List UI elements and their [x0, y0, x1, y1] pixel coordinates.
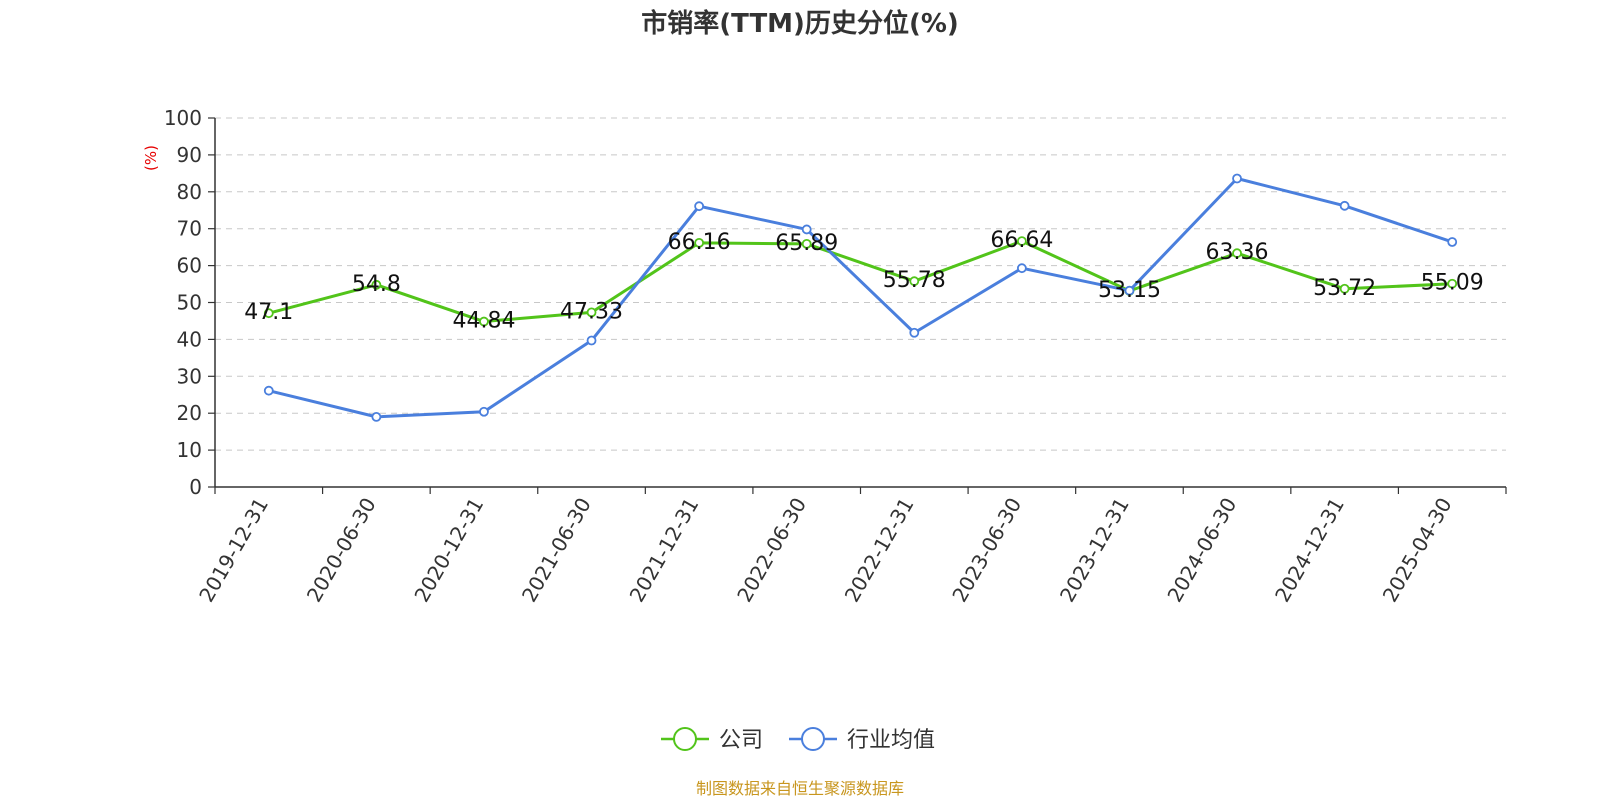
data-label: 55.78: [883, 268, 946, 293]
series-0-point: [371, 279, 382, 290]
y-tick-label: 70: [177, 217, 202, 241]
data-label: 55.09: [1421, 271, 1484, 296]
y-tick-label: 30: [177, 364, 202, 388]
y-tick-label: 40: [177, 327, 202, 351]
series-0-point: [479, 316, 489, 327]
x-tick-label: 2020-12-31: [409, 494, 488, 607]
data-label: 47.33: [560, 299, 623, 324]
series-1-point: [479, 406, 489, 417]
x-tick-label: 2025-04-30: [1378, 494, 1457, 607]
legend: 公司 行业均值: [661, 727, 935, 753]
source-footnote: 制图数据来自恒生聚源数据库: [696, 779, 904, 798]
chart-title: 市销率(TTM)历史分位(%): [641, 8, 959, 39]
x-tick-label: 2023-06-30: [947, 494, 1026, 607]
series-0-point: [1447, 278, 1458, 289]
y-tick-label: 0: [189, 475, 202, 499]
series-1-point: [1447, 237, 1458, 247]
series: [263, 173, 1458, 422]
series-1-point: [909, 327, 920, 338]
y-tick-label: 60: [177, 254, 202, 278]
y-tick-label: 80: [177, 180, 202, 204]
data-label: 53.72: [1313, 276, 1376, 301]
series-0-point: [694, 237, 705, 248]
y-tick-label: 50: [177, 291, 202, 315]
legend-item-1[interactable]: 行业均值: [789, 727, 935, 753]
x-tick-label: 2019-12-31: [194, 494, 273, 607]
data-label: 53.15: [1098, 278, 1161, 303]
y-tick-label: 100: [164, 106, 202, 130]
x-tick-label: 2021-12-31: [625, 494, 704, 607]
legend-label: 行业均值: [847, 728, 935, 753]
x-tick-label: 2023-12-31: [1055, 494, 1134, 607]
series-1-point: [1339, 200, 1350, 211]
x-tick-label: 2021-06-30: [517, 494, 596, 607]
x-tick-label: 2022-12-31: [840, 494, 919, 607]
data-label: 44.84: [452, 309, 515, 334]
series-1-point: [1232, 173, 1242, 184]
series-1-point: [801, 224, 812, 235]
series-0-point: [586, 307, 597, 318]
x-tick-label: 2022-06-30: [732, 494, 811, 607]
series-1-point: [694, 201, 705, 212]
x-tick-label: 2024-12-31: [1270, 494, 1349, 607]
series-0-point: [909, 276, 920, 287]
series-0-point: [1016, 236, 1027, 246]
x-tick-label: 2024-06-30: [1162, 494, 1241, 607]
data-label: 66.64: [990, 228, 1053, 253]
data-label: 63.36: [1206, 240, 1269, 265]
y-tick-label: 90: [177, 143, 202, 167]
y-tick-label: 10: [177, 438, 202, 462]
series-1-point: [1124, 285, 1135, 296]
series-line-1: [268, 177, 1453, 419]
series-0-point: [263, 308, 274, 319]
axes: 0 10 20 30 40 50 60 70 80 90 100 2019-12-31 2020-06-…: [164, 106, 1507, 607]
legend-label: 公司: [719, 728, 763, 753]
legend-item-0[interactable]: 公司: [661, 727, 763, 753]
x-tick-label: 2020-06-30: [302, 494, 381, 607]
series-0-point: [1232, 248, 1242, 259]
data-label: 47.1: [244, 300, 293, 325]
series-1-point: [1016, 263, 1027, 274]
data-label: 65.89: [775, 231, 838, 256]
y-tick-label: 20: [177, 401, 202, 425]
data-label: 66.16: [668, 230, 731, 255]
series-1-point: [263, 385, 274, 396]
legend-marker-icon: [801, 727, 825, 751]
series-1-point: [586, 335, 597, 346]
series-0-point: [801, 238, 812, 249]
data-label: 54.8: [352, 272, 401, 297]
y-axis-label: (%): [142, 145, 160, 171]
series-0-point: [1339, 283, 1350, 294]
data-labels: 47.1 54.8 44.84 47.33 66.16 65.89 55.78 66.64 53…: [244, 228, 1483, 333]
series-line-0: [268, 239, 1453, 324]
legend-marker-icon: [673, 727, 697, 751]
series-1-point: [371, 411, 382, 422]
